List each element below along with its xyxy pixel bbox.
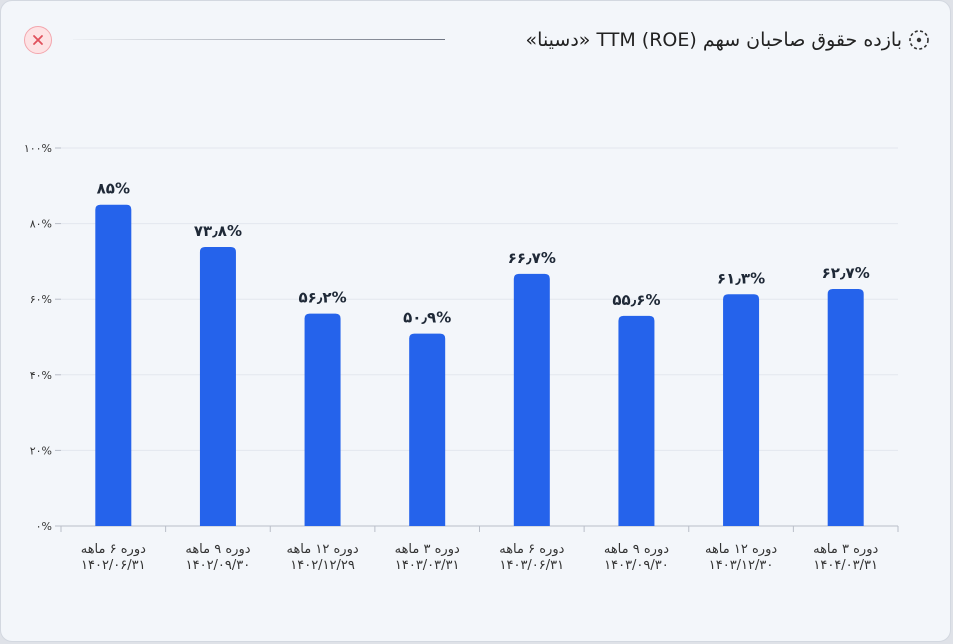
- x-tick-label: دوره ۱۲ ماهه: [705, 542, 777, 557]
- x-tick-label: دوره ۳ ماهه: [395, 542, 460, 557]
- data-label: ۵۵٫۶%: [612, 291, 660, 309]
- x-tick-label: دوره ۶ ماهه: [81, 542, 146, 557]
- x-tick-label-date: ۱۴۰۲/۱۲/۲۹: [290, 558, 355, 573]
- grid-layer: [55, 147, 899, 532]
- x-tick-label-date: ۱۴۰۴/۰۳/۳۱: [813, 558, 878, 573]
- x-tick-label-date: ۱۴۰۳/۱۲/۳۰: [709, 558, 774, 573]
- close-icon: [33, 35, 43, 45]
- data-label: ۷۳٫۸%: [194, 222, 242, 240]
- bar: [618, 315, 655, 526]
- data-label: ۸۵%: [97, 180, 130, 198]
- y-tick-label: ۰%: [36, 520, 52, 533]
- dashed-circle-icon: [909, 30, 929, 50]
- data-label: ۶۶٫۷%: [508, 249, 556, 267]
- x-tick-label: دوره ۶ ماهه: [499, 542, 564, 557]
- bar-layer: [95, 204, 864, 526]
- x-tick-label-date: ۱۴۰۲/۰۹/۳۰: [186, 558, 251, 573]
- x-tick-label: دوره ۹ ماهه: [604, 542, 669, 557]
- data-label: ۵۶٫۲%: [299, 289, 347, 307]
- x-tick-label-date: ۱۴۰۲/۰۶/۳۱: [81, 558, 146, 573]
- page-title: بازده حقوق صاحبان سهم TTM (ROE) «دسینا»: [525, 29, 902, 51]
- data-label: ۵۰٫۹%: [403, 309, 451, 327]
- data-label: ۶۲٫۷%: [822, 264, 870, 282]
- header: بازده حقوق صاحبان سهم TTM (ROE) «دسینا»: [21, 23, 930, 57]
- x-tick-label-date: ۱۴۰۳/۰۹/۳۰: [604, 558, 669, 573]
- bar: [95, 204, 132, 526]
- data-label: ۶۱٫۳%: [717, 269, 765, 287]
- header-divider: [73, 39, 445, 40]
- y-tick-label: ۱۰۰%: [24, 142, 52, 155]
- x-tick-label: دوره ۹ ماهه: [185, 542, 250, 557]
- close-button[interactable]: [24, 26, 52, 54]
- y-tick-label: ۴۰%: [30, 369, 52, 382]
- y-tick-label: ۶۰%: [30, 293, 52, 306]
- x-tick-label-date: ۱۴۰۳/۰۶/۳۱: [500, 558, 565, 573]
- bar: [409, 333, 446, 526]
- label-layer: ۰%۲۰%۴۰%۶۰%۸۰%۱۰۰%۸۵%دوره ۶ ماهه۱۴۰۲/۰۶/…: [24, 142, 879, 573]
- y-tick-label: ۸۰%: [30, 218, 52, 231]
- x-tick-label: دوره ۳ ماهه: [813, 542, 878, 557]
- x-tick-label-date: ۱۴۰۳/۰۳/۳۱: [395, 558, 460, 573]
- title-wrap: بازده حقوق صاحبان سهم TTM (ROE) «دسینا»: [526, 23, 930, 57]
- bar: [827, 288, 864, 526]
- x-tick-label: دوره ۱۲ ماهه: [286, 542, 358, 557]
- bar: [513, 273, 550, 526]
- bar: [304, 313, 341, 526]
- bar: [723, 294, 760, 526]
- bar: [199, 247, 236, 526]
- y-tick-label: ۲۰%: [30, 444, 52, 457]
